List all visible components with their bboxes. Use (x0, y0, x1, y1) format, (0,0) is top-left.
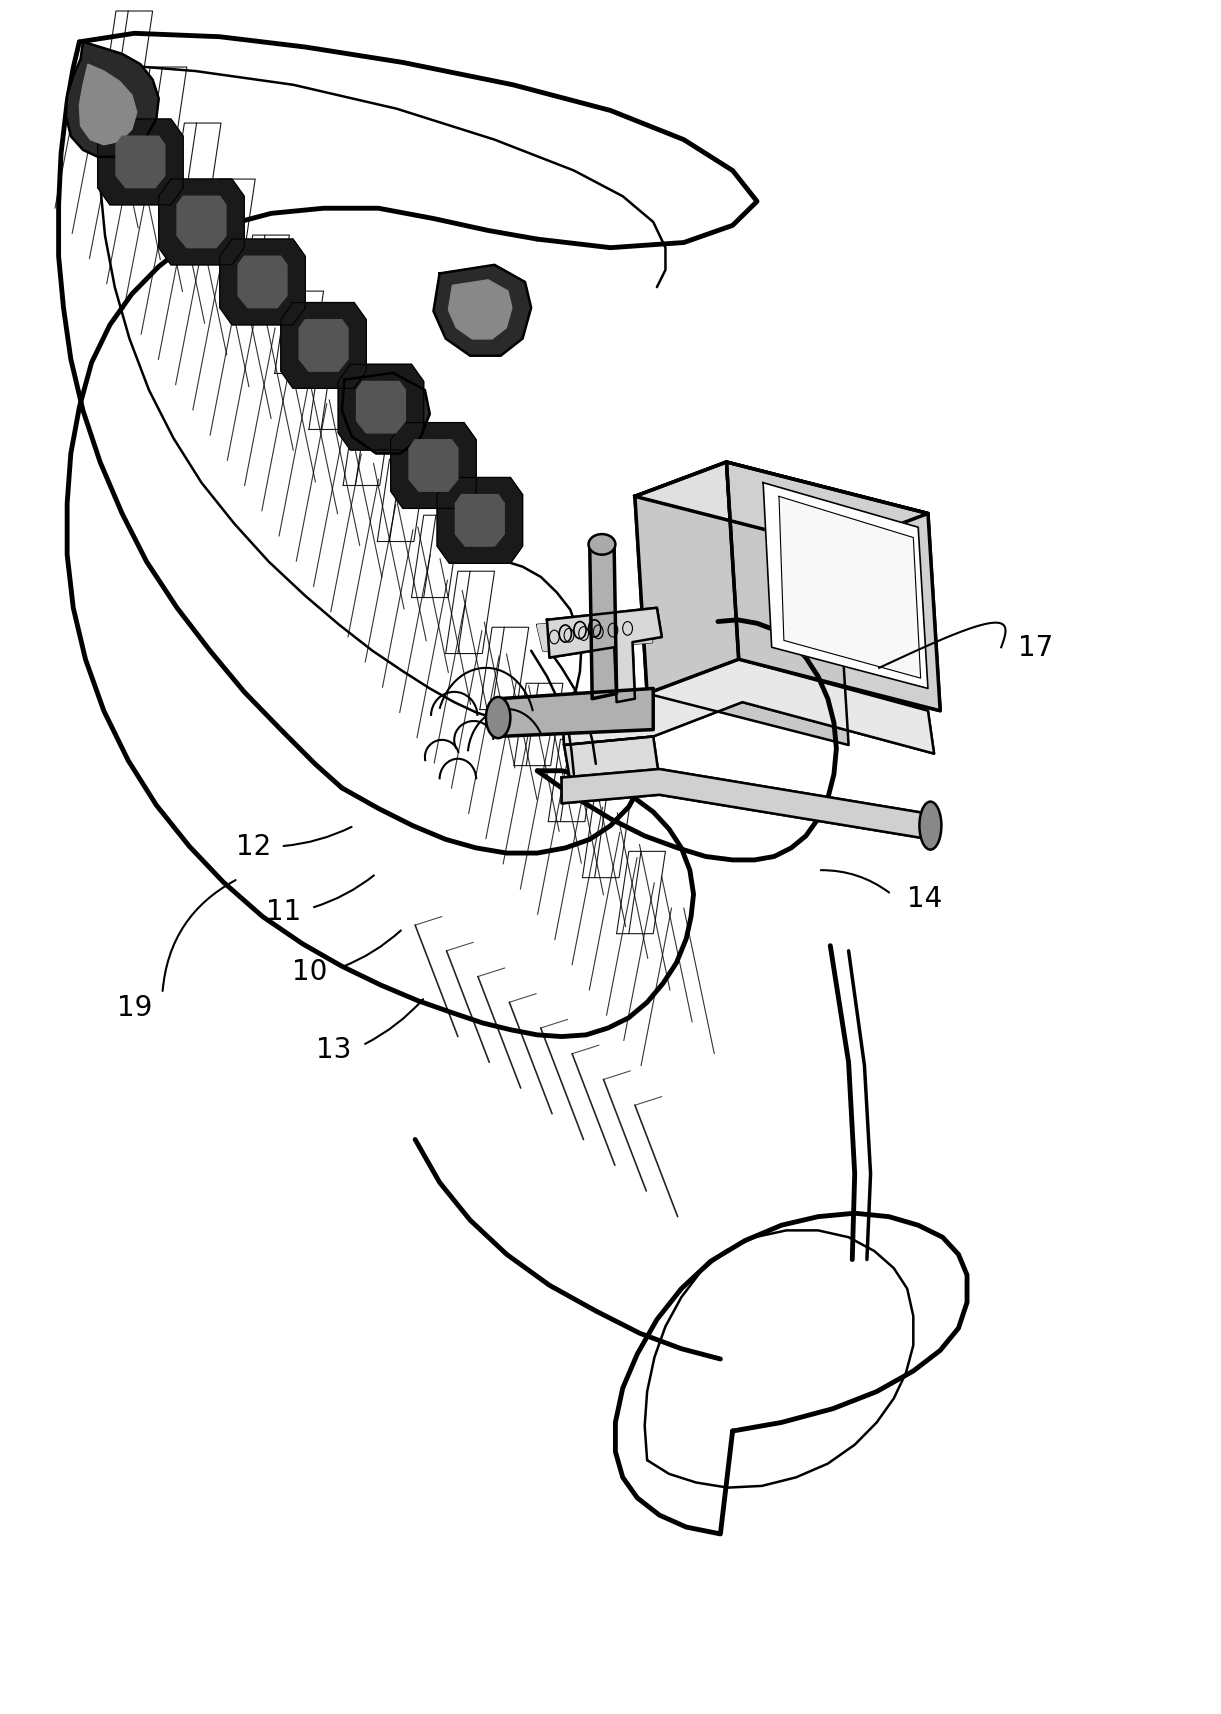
Polygon shape (635, 497, 849, 746)
Polygon shape (338, 365, 424, 451)
Polygon shape (763, 483, 928, 689)
Text: 13: 13 (316, 1035, 350, 1063)
Polygon shape (281, 303, 366, 389)
Text: 17: 17 (1018, 634, 1053, 662)
Polygon shape (66, 43, 159, 158)
Text: 12: 12 (237, 833, 271, 860)
Polygon shape (357, 382, 405, 434)
Polygon shape (635, 463, 928, 548)
Text: 19: 19 (117, 994, 151, 1022)
Ellipse shape (486, 698, 510, 739)
Polygon shape (299, 321, 348, 372)
Polygon shape (342, 374, 430, 454)
Polygon shape (433, 266, 531, 357)
Polygon shape (391, 423, 476, 509)
Ellipse shape (589, 535, 615, 555)
Polygon shape (562, 770, 930, 840)
Polygon shape (177, 197, 226, 249)
Polygon shape (437, 478, 523, 564)
Text: 11: 11 (266, 898, 300, 926)
Polygon shape (455, 495, 504, 547)
Polygon shape (635, 463, 739, 694)
Polygon shape (238, 257, 287, 309)
Polygon shape (779, 497, 921, 679)
Polygon shape (448, 281, 512, 339)
Ellipse shape (919, 802, 941, 850)
Polygon shape (116, 137, 165, 189)
Polygon shape (590, 548, 617, 699)
Text: 10: 10 (293, 958, 327, 986)
Polygon shape (726, 463, 940, 711)
Polygon shape (409, 440, 458, 492)
Polygon shape (562, 660, 934, 754)
Polygon shape (537, 617, 652, 651)
Text: 14: 14 (907, 884, 941, 912)
Polygon shape (98, 120, 183, 206)
Polygon shape (79, 65, 137, 146)
Polygon shape (547, 608, 662, 703)
Polygon shape (564, 737, 659, 788)
Polygon shape (159, 180, 244, 266)
Polygon shape (498, 689, 653, 737)
Polygon shape (220, 240, 305, 326)
